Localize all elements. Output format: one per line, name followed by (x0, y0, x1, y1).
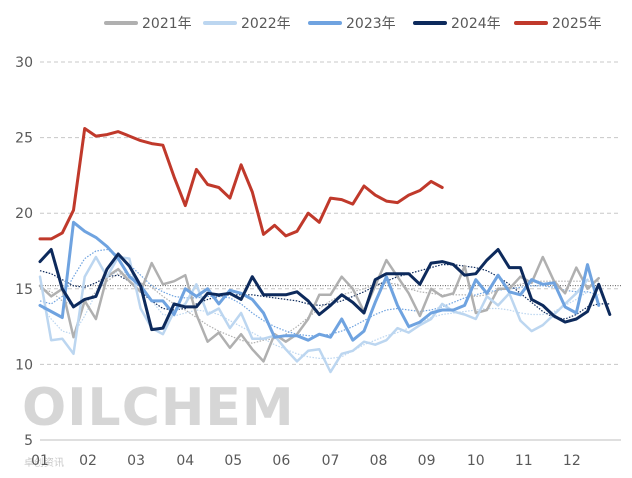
legend-item: 2021年 (104, 16, 192, 32)
legend: 2021年 2022年 2023年 2024年 2025年 (104, 16, 602, 32)
y-tick-label: 10 (15, 357, 33, 373)
grid-lines (40, 61, 621, 365)
y-axis: 5 10 15 20 25 30 (15, 55, 33, 449)
trendlines (39, 248, 610, 359)
x-tick-label: 08 (370, 453, 388, 469)
y-tick-label: 30 (15, 55, 33, 71)
series-line-2023年 (38, 220, 601, 342)
series-line-2024年 (38, 248, 612, 332)
watermark-subtext: 卓创资讯 (24, 456, 64, 469)
x-tick-label: 06 (272, 453, 290, 469)
y-tick-label: 20 (15, 206, 33, 222)
x-tick-label: 07 (322, 453, 340, 469)
x-axis: 01 02 03 04 05 06 07 08 09 10 11 12 (31, 439, 621, 469)
legend-label: 2025年 (552, 16, 602, 32)
x-tick-label: 10 (467, 453, 485, 469)
y-tick-label: 15 (15, 282, 33, 298)
legend-item: 2023年 (308, 16, 396, 32)
watermark: OILCHEM 卓创资讯 (22, 378, 295, 469)
legend-label: 2021年 (142, 16, 192, 32)
y-tick-label: 5 (24, 433, 33, 449)
x-tick-label: 09 (418, 453, 436, 469)
legend-label: 2023年 (346, 16, 396, 32)
x-tick-label: 04 (176, 453, 194, 469)
x-tick-label: 01 (31, 453, 49, 469)
legend-label: 2024年 (451, 16, 501, 32)
series-line-2025年 (38, 127, 444, 241)
legend-item: 2022年 (203, 16, 291, 32)
trendline-2 (39, 270, 588, 359)
legend-label: 2022年 (241, 16, 291, 32)
legend-item: 2025年 (514, 16, 602, 32)
x-tick-label: 11 (515, 453, 533, 469)
x-tick-label: 03 (127, 453, 145, 469)
legend-item: 2024年 (413, 16, 501, 32)
x-tick-label: 05 (224, 453, 242, 469)
y-tick-label: 25 (15, 131, 33, 147)
watermark-logo-text: OILCHEM (22, 378, 295, 438)
x-tick-label: 02 (79, 453, 97, 469)
series-lines (38, 127, 612, 374)
x-tick-label: 12 (563, 453, 581, 469)
